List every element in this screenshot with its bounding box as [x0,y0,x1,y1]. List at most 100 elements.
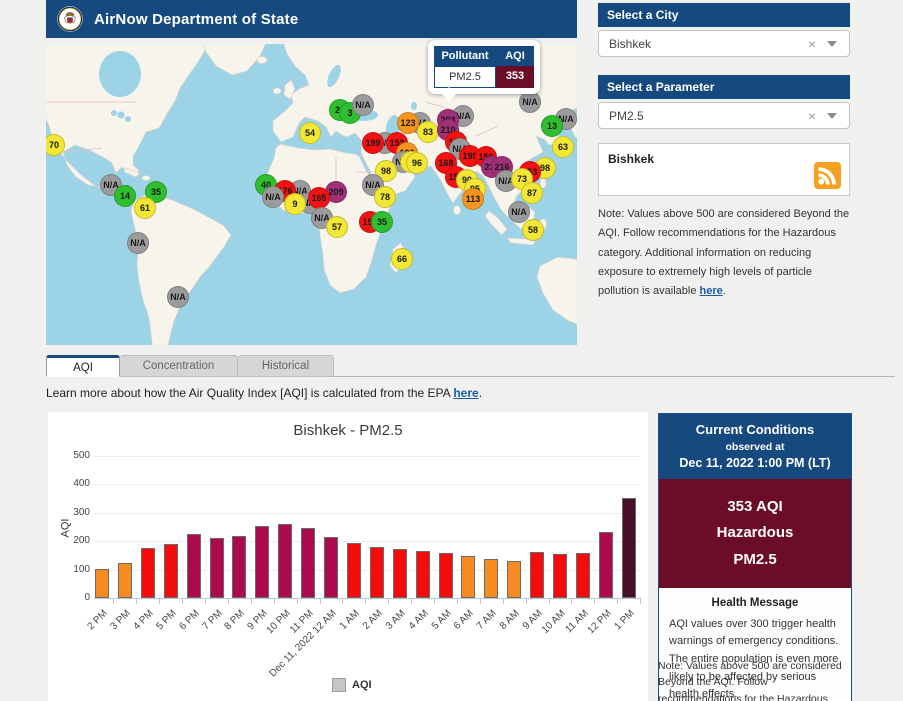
city-dropdown[interactable]: Bishkek × [598,30,850,57]
map-marker[interactable]: N/A [167,286,189,308]
map-marker[interactable]: 54 [299,122,321,144]
chevron-down-icon[interactable] [827,41,837,47]
chart-bar[interactable] [393,549,407,598]
chart-bar[interactable] [232,536,246,598]
chart-bar[interactable] [507,561,521,598]
chart-bar[interactable] [439,553,453,598]
y-tick-label: 200 [56,535,90,546]
chart-bar[interactable] [118,563,132,599]
map-marker[interactable]: 66 [391,248,413,270]
chart-bar[interactable] [622,498,636,598]
chart-legend: AQI [332,678,372,692]
map-marker[interactable]: 87 [521,182,543,204]
tooltip-pollutant-header: Pollutant [434,46,496,66]
map-marker[interactable]: N/A [127,232,149,254]
y-tick-label: 300 [56,507,90,518]
chart-bar[interactable] [324,537,338,598]
map-marker[interactable]: 13 [541,115,563,137]
state-department-seal-icon [56,5,84,33]
rss-icon[interactable] [814,162,841,189]
chart-bar[interactable] [599,532,613,598]
gridline [94,513,640,514]
chart-bar[interactable] [278,524,292,598]
conditions-aqi-value: 353 AQI [665,494,845,520]
parameter-dropdown-value: PM2.5 [599,109,801,123]
city-rss-card: Bishkek [598,143,850,196]
chart-bar[interactable] [553,554,567,598]
tooltip-aqi-value: 353 [496,66,534,88]
gridline [94,456,640,457]
map-marker[interactable]: N/A [352,94,374,116]
tab-aqi[interactable]: AQI [46,355,120,377]
map-marker[interactable]: 96 [406,152,428,174]
chart-bar[interactable] [164,544,178,598]
chart-bar[interactable] [530,552,544,598]
select-parameter-header: Select a Parameter [598,75,850,99]
chart-bar[interactable] [210,538,224,598]
conditions-note: Note: Values above 500 are considered Be… [658,658,854,701]
map-marker[interactable]: 14 [114,185,136,207]
x-axis-line [94,598,640,599]
map-marker[interactable]: 83 [417,121,439,143]
chart-bar[interactable] [255,526,269,598]
map-marker[interactable]: 113 [462,188,484,210]
map-marker[interactable]: 199 [362,132,384,154]
map-marker[interactable]: 35 [371,211,393,233]
conditions-header: Current Conditions observed at Dec 11, 2… [659,414,851,479]
map-marker[interactable]: 165 [308,187,330,209]
map-marker[interactable]: 9 [284,193,306,215]
app-header: AirNow Department of State [46,0,577,38]
sidebar-note-text: Note: Values above 500 are considered Be… [598,208,849,297]
tab-historical[interactable]: Historical [238,355,334,377]
chart-bar[interactable] [141,548,155,598]
map-marker[interactable]: N/A [262,186,284,208]
sidebar-note-here-link[interactable]: here [700,285,723,297]
map-marker[interactable]: 61 [134,197,156,219]
conditions-pollutant: PM2.5 [665,547,845,573]
health-message-title: Health Message [669,597,841,609]
chart-bar[interactable] [416,551,430,598]
y-tick-label: 500 [56,450,90,461]
x-tick [640,598,641,604]
sidebar-note-period: . [723,285,726,297]
learn-more-text: Learn more about how the Air Quality Ind… [46,386,482,400]
gridline [94,541,640,542]
learn-more-here-link[interactable]: here [453,386,478,400]
conditions-datetime: Dec 11, 2022 1:00 PM (LT) [663,456,847,470]
map-marker[interactable]: 70 [46,134,65,156]
page-title: AirNow Department of State [94,11,298,28]
chart-bar[interactable] [95,569,109,598]
conditions-observed-at: observed at [663,441,847,453]
conditions-category: Hazardous [665,520,845,546]
chart-bar[interactable] [347,543,361,598]
y-tick-label: 0 [56,592,90,603]
select-city-header: Select a City [598,3,850,27]
chart-bar[interactable] [187,534,201,598]
legend-swatch [332,678,346,692]
aqi-chart: Bishkek - PM2.5 AQI 01002003004005002 PM… [48,412,648,701]
chevron-down-icon[interactable] [827,113,837,119]
chart-bar[interactable] [484,559,498,598]
chart-bar[interactable] [301,528,315,598]
map-marker[interactable]: 123 [397,112,419,134]
map-marker[interactable]: 78 [374,186,396,208]
clear-city-icon[interactable]: × [801,36,823,52]
chart-bar[interactable] [576,553,590,598]
y-tick-label: 400 [56,478,90,489]
city-dropdown-value: Bishkek [599,37,801,51]
map-marker[interactable]: N/A [519,91,541,113]
chart-bar[interactable] [461,556,475,598]
learn-more-body: Learn more about how the Air Quality Ind… [46,386,453,400]
map-marker[interactable]: 57 [326,216,348,238]
gridline [94,484,640,485]
parameter-dropdown[interactable]: PM2.5 × [598,102,850,129]
learn-more-period: . [479,386,482,400]
y-tick-label: 100 [56,564,90,575]
legend-label: AQI [352,679,372,691]
map-marker[interactable]: 63 [552,136,574,158]
tab-concentration[interactable]: Concentration [120,355,238,377]
sidebar-note: Note: Values above 500 are considered Be… [598,205,852,301]
chart-bar[interactable] [370,547,384,598]
clear-parameter-icon[interactable]: × [801,108,823,124]
map-marker[interactable]: 58 [522,219,544,241]
